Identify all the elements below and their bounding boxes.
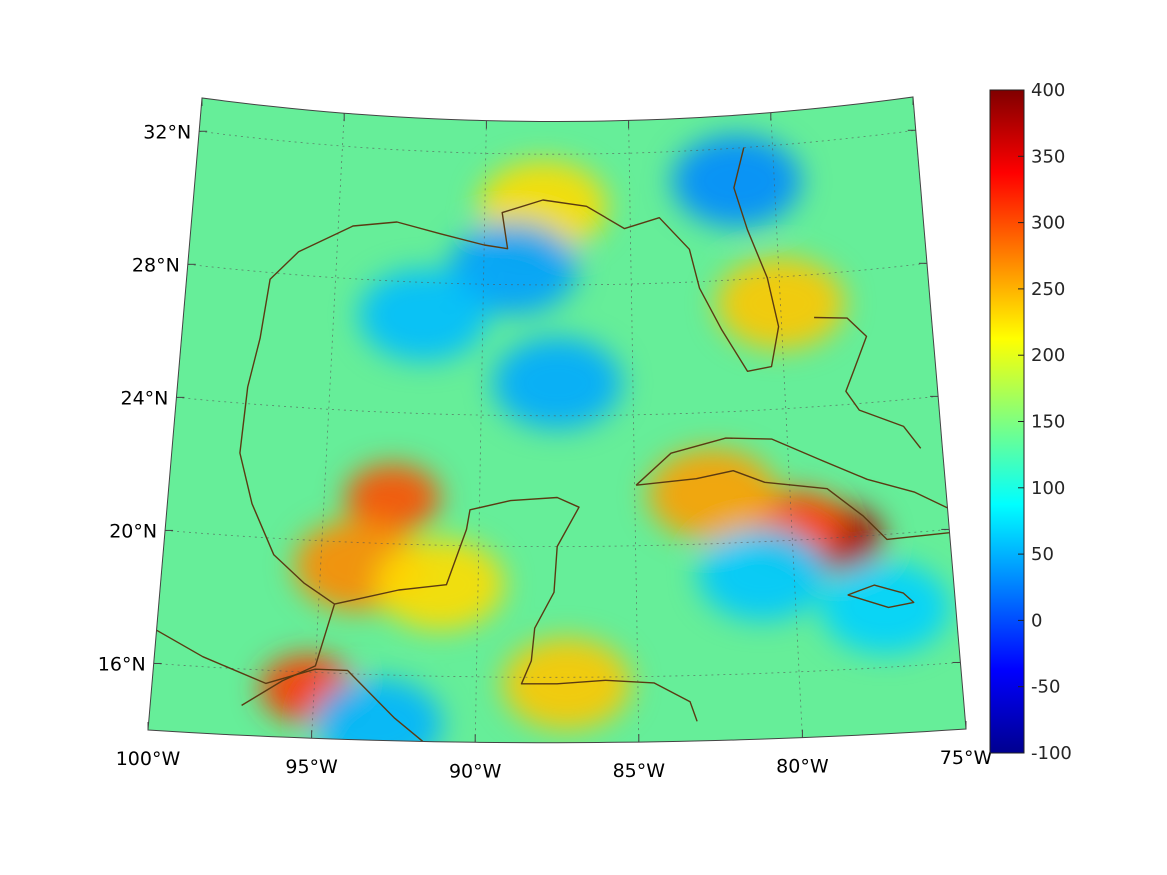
colorbar-tick-label: 150	[1031, 412, 1065, 433]
field-anomaly	[820, 561, 950, 654]
colorbar-tick-label: 300	[1031, 213, 1065, 234]
graticule-parallel	[199, 129, 916, 155]
colorbar-ticks: 400 350 300 250 200 150 100 50 0 -50 -100	[1018, 80, 1072, 764]
lat-label: 24°N	[121, 387, 169, 409]
coastline	[239, 147, 780, 706]
graticule-meridian	[770, 112, 803, 738]
field-anomaly	[345, 463, 441, 532]
lon-label: 95°W	[285, 756, 338, 778]
field-anomaly	[448, 222, 578, 315]
field-anomaly	[492, 337, 622, 430]
graticule-parallel	[165, 529, 950, 547]
coastline	[334, 496, 698, 722]
lat-label: 20°N	[109, 520, 157, 542]
colorbar-tick-label: 400	[1031, 80, 1065, 101]
longitude-labels: 100°W 95°W 90°W 85°W 80°W 75°W	[116, 747, 993, 782]
colorbar-tick-label: 200	[1031, 345, 1065, 366]
graticule-parallel	[153, 662, 961, 678]
map-panel: 100°W 95°W 90°W 85°W 80°W 75°W 16°N 20°N 24°N 28…	[98, 96, 993, 782]
field-anomaly	[698, 528, 827, 621]
lon-label: 80°W	[776, 756, 829, 778]
colorbar-tick-label: 50	[1031, 544, 1054, 565]
graticule-meridian	[311, 113, 345, 739]
lon-label: 90°W	[449, 760, 502, 782]
field-anomaly	[672, 135, 801, 227]
lon-label: 75°W	[940, 747, 993, 769]
graticule-parallel	[176, 396, 939, 417]
graticule-meridian	[628, 120, 640, 743]
coastline	[156, 629, 424, 742]
field-anomaly	[647, 448, 777, 541]
field-anomaly	[358, 269, 488, 362]
colorbar-tick-label: 100	[1031, 478, 1065, 499]
graticule-meridian	[474, 120, 487, 743]
field-anomaly	[313, 678, 443, 743]
colorbar-tick-label: -100	[1031, 743, 1072, 764]
lon-label: 100°W	[116, 748, 181, 770]
latitude-labels: 16°N 20°N 24°N 28°N 32°N	[98, 121, 191, 675]
coastline	[814, 316, 922, 449]
field-anomaly	[375, 538, 505, 631]
colorbar-tick-label: 0	[1031, 610, 1042, 631]
lon-label: 85°W	[613, 760, 666, 782]
frame-ticks	[147, 97, 967, 743]
lat-label: 28°N	[132, 254, 180, 276]
lat-label: 16°N	[98, 654, 146, 676]
colorbar-tick-label: 350	[1031, 146, 1065, 167]
coastline	[847, 584, 915, 609]
colorbar-tick-label: 250	[1031, 279, 1065, 300]
lat-label: 32°N	[143, 121, 191, 143]
colorbar: 400 350 300 250 200 150 100 50 0 -50 -100	[989, 80, 1072, 764]
colorbar-tick-label: -50	[1031, 677, 1060, 698]
field-anomaly	[716, 257, 845, 350]
